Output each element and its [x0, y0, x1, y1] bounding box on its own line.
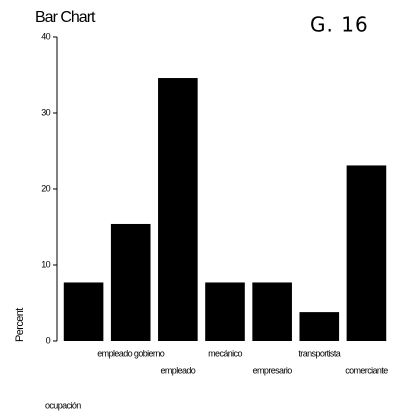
y-tick-label: 30: [41, 107, 50, 117]
y-axis-label: Percent: [14, 308, 26, 342]
x-tick-label: empleado: [160, 365, 195, 375]
x-tick-label: transportista: [298, 348, 340, 358]
bar: [299, 312, 340, 341]
bar: [252, 282, 292, 341]
x-axis-label: ocupación: [45, 400, 81, 410]
x-tick-label: empresario: [253, 365, 293, 375]
bar: [158, 78, 198, 341]
bar: [346, 165, 387, 341]
x-tick-label: empleado gobierno: [97, 348, 164, 358]
bar: [63, 282, 104, 341]
y-tick-label: 0: [46, 335, 51, 345]
y-tick-label: 10: [41, 259, 50, 269]
y-tick-label: 40: [41, 31, 50, 41]
y-tick-label: 20: [41, 183, 50, 193]
annotation: G. 16: [310, 13, 369, 37]
bar: [110, 223, 151, 341]
x-tick-label: comerciante: [345, 365, 388, 375]
bar: [205, 282, 245, 341]
chart-title: Bar Chart: [35, 9, 96, 26]
x-tick-label: mecánico: [208, 348, 242, 358]
